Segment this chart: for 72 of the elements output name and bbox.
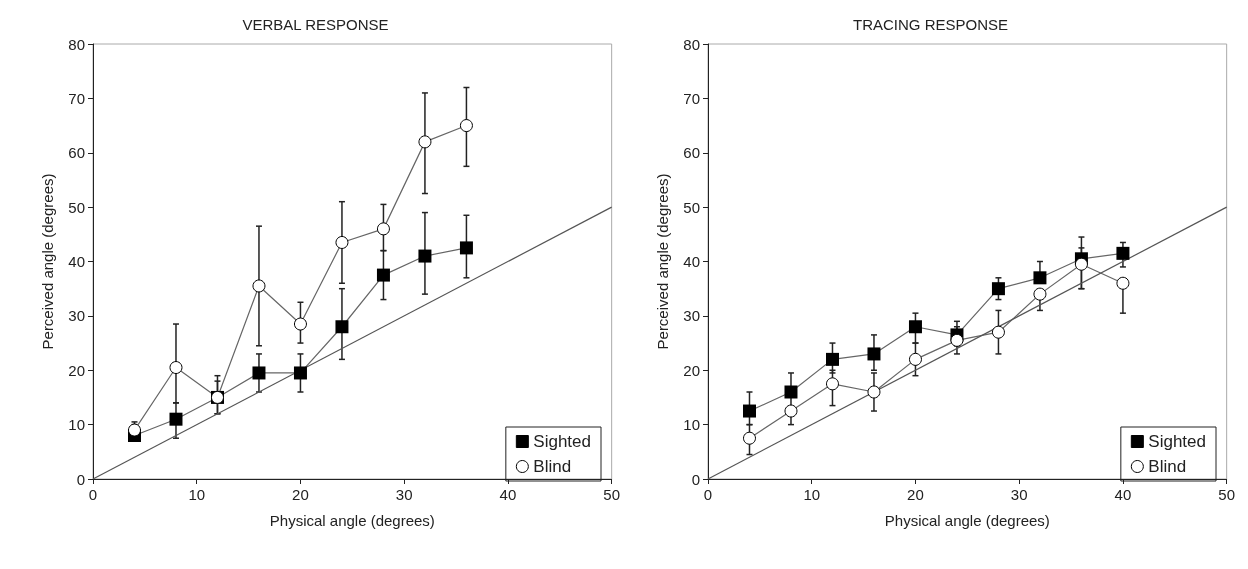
point — [335, 235, 349, 249]
point — [459, 119, 473, 133]
y-tick-label: 40 — [68, 253, 85, 270]
point — [991, 282, 1005, 296]
point — [169, 361, 183, 375]
x-tick-label: 20 — [292, 486, 309, 503]
point — [1033, 287, 1047, 301]
y-tick-label: 80 — [68, 35, 85, 53]
point — [1116, 276, 1130, 290]
legend-label: Sighted — [1148, 432, 1207, 451]
point — [867, 385, 881, 399]
x-tick-label: 10 — [188, 486, 206, 503]
point — [867, 347, 881, 361]
point — [784, 385, 798, 399]
y-tick-label: 80 — [683, 35, 700, 53]
point — [293, 366, 307, 380]
y-tick-label: 0 — [76, 470, 85, 488]
point — [169, 412, 183, 426]
point — [293, 317, 307, 331]
point — [784, 404, 798, 418]
point — [825, 377, 839, 391]
y-tick-label: 70 — [68, 89, 85, 107]
point — [418, 135, 432, 149]
y-tick-label: 10 — [68, 416, 85, 434]
y-tick-label: 20 — [683, 361, 700, 379]
y-tick-label: 50 — [683, 198, 700, 216]
point — [376, 222, 390, 236]
point — [376, 268, 390, 282]
legend-label: Blind — [1148, 457, 1187, 476]
point — [743, 431, 756, 445]
point — [252, 366, 266, 380]
point — [1074, 257, 1088, 271]
legend-label: Blind — [533, 457, 572, 476]
y-tick-label: 60 — [683, 144, 700, 162]
x-tick-label: 20 — [907, 486, 924, 503]
x-tick-label: 0 — [703, 486, 713, 503]
x-axis-title: Physical angle (degrees) — [884, 512, 1050, 529]
y-tick-label: 50 — [68, 198, 85, 216]
point — [459, 241, 473, 255]
y-tick-label: 40 — [683, 253, 700, 270]
point — [252, 279, 266, 293]
point — [335, 320, 349, 334]
y-tick-label: 60 — [68, 144, 85, 162]
y-tick-label: 10 — [683, 416, 700, 434]
x-tick-label: 40 — [1114, 486, 1132, 503]
x-axis-title: Physical angle (degrees) — [269, 512, 435, 529]
x-tick-label: 30 — [395, 486, 413, 503]
y-axis-title: Perceived angle (degrees) — [39, 173, 56, 350]
x-tick-label: 50 — [1218, 486, 1235, 503]
point — [1033, 271, 1047, 285]
chart-title: VERBAL RESPONSE — [242, 16, 389, 33]
legend-label: Sighted — [533, 432, 592, 451]
y-tick-label: 0 — [691, 470, 700, 488]
point — [742, 404, 756, 418]
x-tick-label: 10 — [803, 486, 821, 503]
point — [950, 333, 964, 347]
y-tick-label: 30 — [683, 307, 700, 325]
point — [908, 352, 922, 366]
y-tick-label: 20 — [68, 361, 85, 379]
point — [1116, 246, 1130, 260]
point — [825, 352, 839, 366]
x-tick-label: 50 — [603, 486, 620, 503]
point — [908, 320, 922, 334]
chart-title: TRACING RESPONSE — [852, 16, 1009, 33]
point — [418, 249, 432, 263]
y-tick-label: 70 — [683, 89, 700, 107]
x-tick-label: 0 — [88, 486, 98, 503]
point — [991, 325, 1005, 339]
y-tick-label: 30 — [68, 307, 85, 325]
x-tick-label: 40 — [499, 486, 517, 503]
x-tick-label: 30 — [1010, 486, 1028, 503]
y-axis-title: Perceived angle (degrees) — [654, 173, 671, 350]
